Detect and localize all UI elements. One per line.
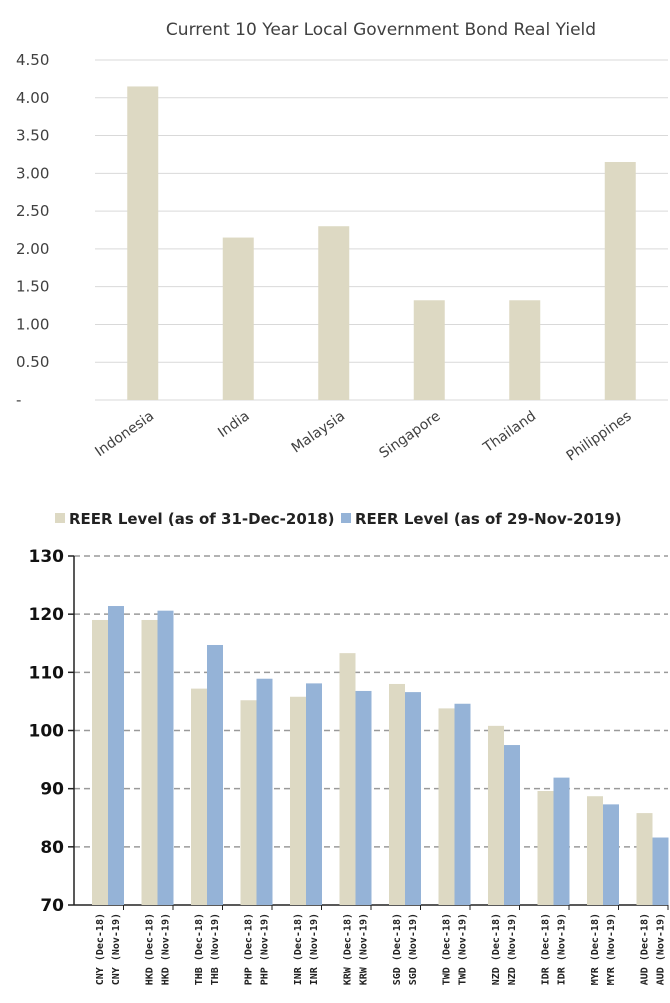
bar: [438, 708, 455, 905]
y-tick-label: 90: [40, 780, 64, 800]
y-tick-label: 100: [29, 722, 65, 742]
x-category-label: THB (Dec-18): [194, 913, 205, 985]
bond-real-yield-chart: Current 10 Year Local Government Bond Re…: [16, 20, 668, 465]
bar-indonesia: [127, 86, 159, 400]
x-category-label: SGD (Dec-18): [392, 913, 403, 985]
legend-label: REER Level (as of 29-Nov-2019): [355, 510, 622, 528]
legend-swatch: [55, 513, 65, 523]
bar: [256, 678, 273, 905]
bar: [537, 790, 554, 905]
bar-singapore: [413, 300, 445, 400]
bar-malaysia: [318, 226, 350, 400]
bar: [339, 653, 356, 905]
x-category-label: Philippines: [564, 408, 635, 464]
gridlines: [74, 555, 668, 848]
y-tick-label: 4.50: [16, 51, 49, 69]
bar-india: [222, 237, 254, 400]
x-category-label: PHP (Nov-19): [260, 913, 271, 985]
x-category-label: NZD (Nov-19): [507, 913, 518, 985]
bar: [389, 683, 405, 905]
y-tick-label: 80: [40, 838, 64, 858]
x-category-label: Malaysia: [289, 408, 348, 456]
y-tick-label: -: [16, 391, 21, 409]
y-tick-label: 120: [29, 605, 65, 625]
x-category-label: KRW (Nov-19): [359, 913, 370, 985]
y-tick-label: 3.50: [16, 127, 49, 145]
bar: [587, 796, 603, 905]
gridlines: [95, 59, 668, 401]
bar: [240, 700, 257, 905]
x-category-label: KRW (Dec-18): [343, 913, 354, 985]
x-category-label: PHP (Dec-18): [244, 913, 255, 985]
x-category-label: INR (Nov-19): [309, 913, 320, 985]
bar: [290, 696, 306, 905]
x-category-label: Indonesia: [92, 408, 157, 460]
bars: [127, 86, 636, 400]
bar: [652, 837, 669, 905]
bar: [603, 804, 619, 905]
x-category-label: IDR (Dec-18): [541, 913, 552, 985]
x-category-label: THB (Nov-19): [210, 913, 221, 985]
x-category-label: NZD (Dec-18): [491, 913, 502, 985]
bar: [553, 777, 570, 905]
y-tick-label: 2.00: [16, 240, 49, 258]
bar: [454, 703, 471, 905]
bar-thailand: [509, 300, 541, 400]
bars: [92, 606, 669, 905]
y-tick-label: 1.50: [16, 278, 49, 296]
x-axis-labels: CNY (Dec-18) CNY (Nov-19) HKD (Dec-18) HKD …: [95, 905, 669, 985]
y-tick-label: 110: [29, 663, 65, 683]
x-category-label: IDR (Nov-19): [557, 913, 568, 985]
x-axis-labels: Indonesia India Malaysia Singapore Thailand P…: [92, 408, 634, 464]
y-tick-label: 2.50: [16, 202, 49, 220]
x-category-label: India: [215, 408, 252, 441]
bar: [488, 725, 504, 905]
y-tick-label: 1.00: [16, 315, 49, 333]
bar: [504, 745, 520, 905]
bar: [207, 644, 223, 905]
bar: [306, 683, 322, 905]
legend-swatch: [341, 513, 351, 523]
x-category-label: HKD (Nov-19): [161, 913, 172, 985]
y-tick-label: 70: [40, 896, 64, 916]
x-category-label: TWD (Dec-18): [442, 913, 453, 985]
x-category-label: TWD (Nov-19): [458, 913, 469, 985]
x-category-label: CNY (Nov-19): [111, 913, 122, 985]
legend-label: REER Level (as of 31-Dec-2018): [69, 510, 335, 528]
bar: [355, 690, 372, 905]
legend: REER Level (as of 31-Dec-2018) REER Level…: [55, 510, 622, 528]
bar: [108, 606, 124, 905]
y-axis-ticks: - 0.50 1.00 1.50 2.00 2.50 3.00 3.50 4.00 4.50: [16, 51, 49, 409]
y-tick-label: 4.00: [16, 89, 49, 107]
x-category-label: HKD (Dec-18): [145, 913, 156, 985]
y-tick-label: 0.50: [16, 353, 49, 371]
x-category-label: AUD (Dec-18): [640, 913, 651, 985]
x-category-label: Thailand: [480, 408, 539, 456]
bar: [92, 619, 108, 905]
bar: [636, 813, 653, 905]
bar: [141, 619, 158, 905]
y-tick-label: 130: [29, 547, 65, 567]
x-category-label: AUD (Nov-19): [656, 913, 667, 985]
bar: [191, 688, 207, 905]
x-category-label: MYR (Dec-18): [590, 913, 601, 985]
y-tick-label: 3.00: [16, 164, 49, 182]
chart-title: Current 10 Year Local Government Bond Re…: [166, 20, 596, 40]
x-category-label: INR (Dec-18): [293, 913, 304, 985]
x-category-label: Singapore: [377, 408, 444, 462]
bar: [405, 692, 421, 905]
bar: [157, 610, 174, 905]
bar-philippines: [604, 162, 636, 400]
x-category-label: SGD (Nov-19): [408, 913, 419, 985]
x-category-label: CNY (Dec-18): [95, 913, 106, 985]
y-axis-ticks: 70 80 90 100 110 120 130: [29, 547, 668, 916]
x-category-label: MYR (Nov-19): [606, 913, 617, 985]
